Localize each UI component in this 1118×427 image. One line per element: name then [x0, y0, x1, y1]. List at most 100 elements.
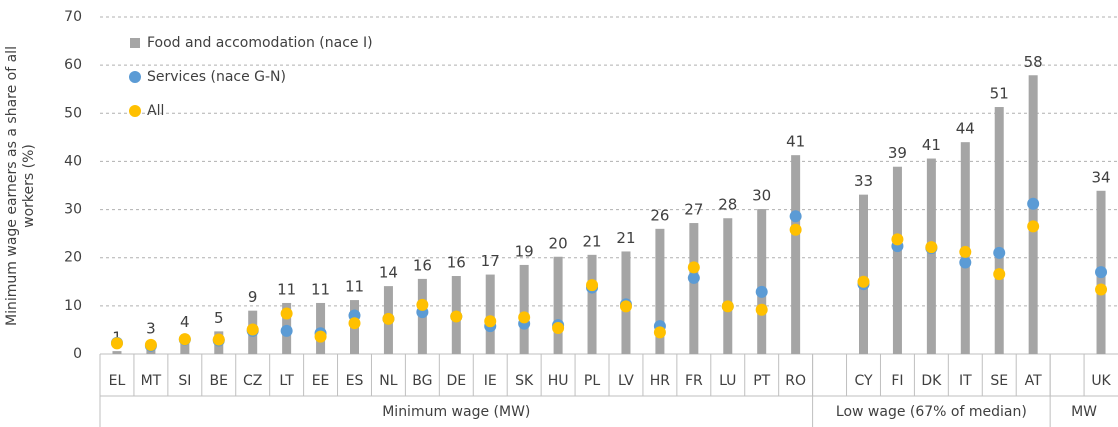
y-tick-label: 40	[64, 153, 82, 169]
bar	[892, 166, 902, 354]
dot	[1027, 197, 1040, 210]
dot	[110, 337, 123, 350]
dot	[552, 322, 565, 335]
data-label: 51	[990, 85, 1009, 103]
data-label: 41	[786, 133, 805, 151]
dot	[348, 317, 361, 330]
x-tick-label: HR	[650, 373, 671, 389]
bar	[112, 351, 122, 354]
data-label: 21	[616, 229, 635, 247]
data-label: 14	[379, 264, 398, 282]
dot	[450, 310, 463, 323]
x-tick-label: EL	[109, 373, 126, 389]
bar	[587, 254, 597, 354]
x-tick-label: FR	[685, 373, 703, 389]
dot	[382, 312, 395, 325]
x-tick-label: CZ	[243, 373, 262, 389]
data-label: 26	[650, 206, 669, 224]
dot	[959, 245, 972, 258]
x-tick-label: SE	[990, 373, 1008, 389]
bar	[926, 158, 936, 354]
x-tick-label: ES	[346, 373, 364, 389]
x-tick-label: BE	[210, 373, 228, 389]
dot	[687, 261, 700, 274]
bar	[485, 274, 495, 354]
data-label: 27	[684, 201, 703, 219]
x-tick-label: DK	[921, 373, 942, 389]
x-tick-label: IE	[484, 373, 497, 389]
data-label: 16	[447, 254, 466, 272]
x-tick-label: DE	[446, 373, 466, 389]
bar	[791, 155, 801, 354]
dot	[755, 285, 768, 298]
x-tick-label: SI	[178, 373, 191, 389]
bar	[723, 218, 733, 354]
bar	[519, 264, 529, 354]
legend-label: All	[147, 103, 164, 119]
y-tick-label: 20	[64, 250, 82, 266]
dot	[721, 300, 734, 313]
data-label: 11	[345, 278, 364, 296]
y-tick-label: 60	[64, 57, 82, 73]
x-tick-label: NL	[379, 373, 397, 389]
x-tick-label: LU	[719, 373, 736, 389]
dot	[789, 223, 802, 236]
dot	[789, 210, 802, 223]
data-label: 17	[481, 252, 500, 270]
dot	[518, 311, 531, 324]
bar	[655, 228, 665, 354]
x-tick-label: PL	[584, 373, 600, 389]
legend-label: Food and accomodation (nace I)	[147, 35, 373, 51]
dot	[993, 268, 1006, 281]
dot	[857, 275, 870, 288]
x-tick-label: BG	[412, 373, 432, 389]
group-label: Low wage (67% of median)	[836, 404, 1027, 420]
data-label: 58	[1024, 53, 1043, 71]
data-label: 28	[718, 196, 737, 214]
dot	[1095, 283, 1108, 296]
dot	[280, 307, 293, 320]
data-label: 11	[311, 280, 330, 298]
data-label: 5	[214, 309, 224, 327]
dot	[925, 241, 938, 254]
data-label: 19	[515, 242, 534, 260]
data-label: 34	[1091, 168, 1110, 186]
bar	[757, 209, 767, 354]
x-tick-label: HU	[548, 373, 569, 389]
data-label: 21	[582, 232, 601, 250]
dot	[586, 279, 599, 292]
x-tick-label: AT	[1025, 373, 1042, 389]
x-tick-label: FI	[891, 373, 903, 389]
x-tick-label: LV	[618, 373, 634, 389]
data-label: 16	[413, 256, 432, 274]
x-tick-label: EE	[312, 373, 330, 389]
dot	[212, 333, 225, 346]
x-tick-label: RO	[785, 373, 806, 389]
group-label: MW	[1071, 404, 1097, 420]
data-label: 33	[854, 172, 873, 190]
x-tick-label: UK	[1091, 373, 1111, 389]
data-label: 41	[922, 136, 941, 154]
dot	[178, 333, 191, 346]
x-tick-label: IT	[959, 373, 972, 389]
data-label: 4	[180, 313, 190, 331]
dot	[314, 330, 327, 343]
x-tick-label: SK	[515, 373, 534, 389]
data-label: 9	[248, 288, 258, 306]
y-tick-label: 50	[64, 105, 82, 121]
data-label: 39	[888, 144, 907, 162]
data-label: 11	[277, 280, 296, 298]
bar	[859, 194, 868, 354]
dot	[959, 256, 972, 269]
dot	[1095, 266, 1108, 279]
x-tick-label: MT	[141, 373, 162, 389]
legend-label: Services (nace G-N)	[147, 69, 286, 85]
x-tick-label: CY	[854, 373, 873, 389]
group-label: Minimum wage (MW)	[382, 404, 530, 420]
dot	[993, 246, 1006, 259]
data-label: 3	[146, 319, 156, 337]
dot	[246, 323, 259, 336]
y-tick-label: 70	[64, 9, 82, 25]
x-tick-label: PT	[753, 373, 770, 389]
